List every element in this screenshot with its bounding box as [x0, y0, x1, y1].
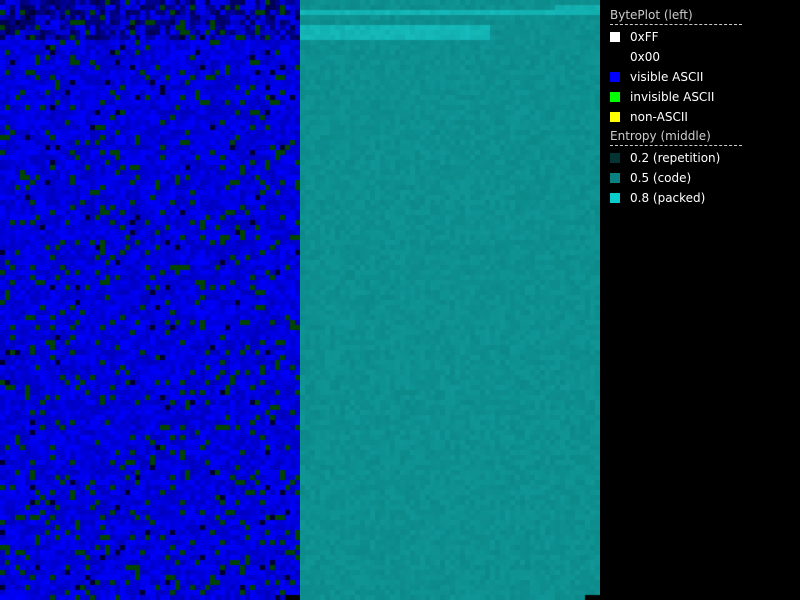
- entropy-legend-title: Entropy (middle): [610, 127, 742, 146]
- legend-label: 0.2 (repetition): [630, 151, 721, 165]
- legend-swatch: [610, 72, 620, 82]
- legend-label: 0.8 (packed): [630, 191, 706, 205]
- legend-label: 0x00: [630, 50, 661, 64]
- legend-item: 0.2 (repetition): [610, 148, 742, 168]
- entropy-panel: [300, 0, 600, 600]
- legend-label: 0.5 (code): [630, 171, 692, 185]
- legend-swatch: [610, 173, 620, 183]
- legend-item: non-ASCII: [610, 107, 742, 127]
- legend-swatch: [610, 52, 620, 62]
- byteplot-panel: [0, 0, 300, 600]
- legend-item: 0.5 (code): [610, 168, 742, 188]
- legend-label: 0xFF: [630, 30, 659, 44]
- legend-item: 0.8 (packed): [610, 188, 742, 208]
- legend: BytePlot (left) 0xFF 0x00 visible ASCII inv…: [610, 6, 742, 208]
- legend-label: visible ASCII: [630, 70, 704, 84]
- legend-swatch: [610, 193, 620, 203]
- legend-item: invisible ASCII: [610, 87, 742, 107]
- legend-label: invisible ASCII: [630, 90, 715, 104]
- byteplot-legend-title: BytePlot (left): [610, 6, 742, 25]
- legend-swatch: [610, 92, 620, 102]
- legend-swatch: [610, 153, 620, 163]
- legend-swatch: [610, 32, 620, 42]
- legend-swatch: [610, 112, 620, 122]
- legend-item: 0x00: [610, 47, 742, 67]
- legend-item: visible ASCII: [610, 67, 742, 87]
- legend-item: 0xFF: [610, 27, 742, 47]
- legend-label: non-ASCII: [630, 110, 688, 124]
